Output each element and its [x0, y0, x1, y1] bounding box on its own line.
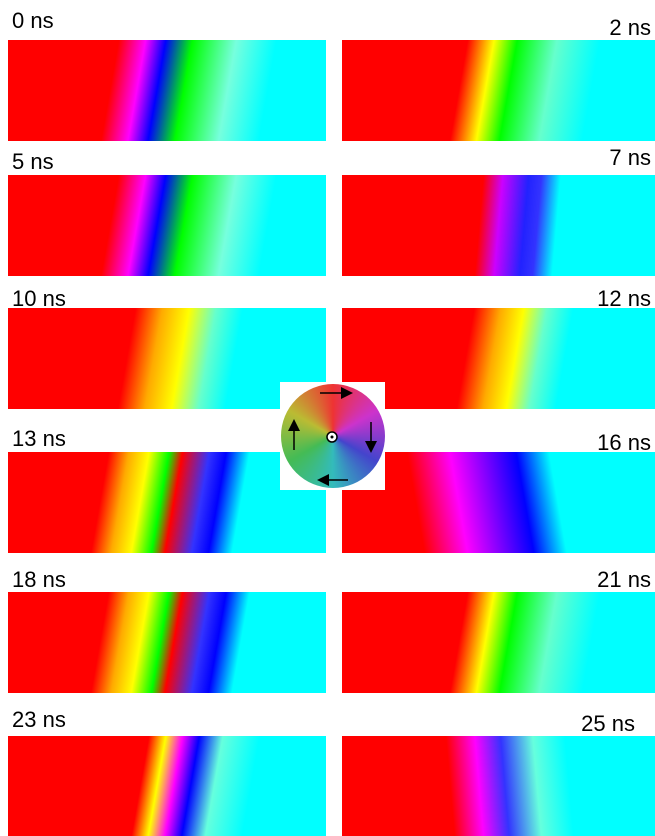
time-label: 21 ns: [597, 568, 651, 592]
snapshot: [342, 308, 655, 409]
color-wheel: [280, 382, 385, 490]
time-label: 7 ns: [609, 146, 651, 170]
snapshot: [8, 592, 326, 693]
snapshot: [342, 592, 655, 693]
snapshot: [8, 40, 326, 141]
time-label: 5 ns: [12, 150, 54, 174]
figure: 0 ns 2 ns 5 ns 7 ns 10 ns 12 ns 13 ns 16…: [0, 0, 655, 836]
time-label: 18 ns: [12, 568, 66, 592]
snapshot: [342, 736, 655, 836]
snapshot: [8, 175, 326, 276]
snapshot: [342, 175, 655, 276]
arrows: [280, 382, 385, 490]
snapshot: [8, 452, 326, 553]
snapshot: [8, 736, 326, 836]
time-label: 2 ns: [609, 16, 651, 40]
time-label: 25 ns: [581, 712, 635, 736]
time-label: 23 ns: [12, 708, 66, 732]
snapshot: [342, 40, 655, 141]
snapshot: [342, 452, 655, 553]
time-label: 0 ns: [12, 9, 54, 33]
time-label: 13 ns: [12, 427, 66, 451]
snapshot: [8, 308, 326, 409]
